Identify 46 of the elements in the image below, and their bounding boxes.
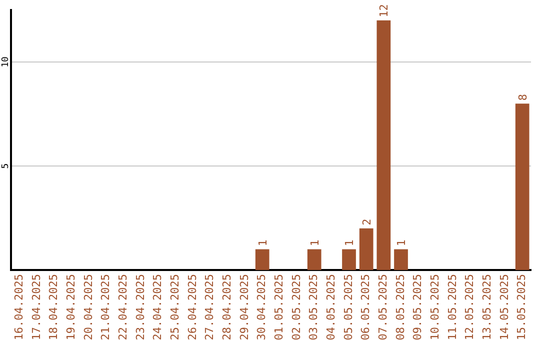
x-tick-label: 13.05.2025 bbox=[480, 274, 494, 340]
x-tick-label: 17.04.2025 bbox=[30, 274, 43, 340]
x-tick-label: 30.04.2025 bbox=[255, 274, 268, 340]
data-label: 1 bbox=[343, 240, 356, 246]
x-tick-label: 05.05.2025 bbox=[342, 274, 355, 340]
data-label: 1 bbox=[256, 240, 270, 246]
bar bbox=[394, 249, 408, 270]
bar bbox=[515, 104, 530, 270]
bar bbox=[376, 20, 391, 270]
x-tick-label: 15.05.2025 bbox=[515, 274, 528, 340]
data-label: 2 bbox=[360, 218, 374, 226]
x-tick-label: 08.05.2025 bbox=[394, 274, 407, 340]
data-label: 8 bbox=[516, 94, 530, 101]
data-label: 1 bbox=[395, 240, 408, 246]
x-tick-label: 22.04.2025 bbox=[116, 274, 130, 340]
x-tick-label: 12.05.2025 bbox=[463, 274, 476, 340]
x-tick-label: 01.05.2025 bbox=[272, 274, 286, 340]
x-tick-label: 26.04.2025 bbox=[186, 274, 199, 340]
y-tick-label: 10 bbox=[1, 56, 11, 68]
x-tick-label: 28.04.2025 bbox=[220, 274, 234, 340]
x-tick-label: 04.05.2025 bbox=[324, 274, 338, 340]
data-label: 1 bbox=[308, 240, 322, 246]
x-tick-label: 21.04.2025 bbox=[99, 274, 112, 340]
x-tick-label: 29.04.2025 bbox=[238, 274, 251, 340]
x-tick-label: 18.04.2025 bbox=[47, 274, 60, 340]
bar bbox=[255, 249, 270, 270]
y-tick-label: 5 bbox=[1, 163, 11, 169]
x-tick-label: 23.04.2025 bbox=[134, 274, 147, 340]
x-tick-label: 07.05.2025 bbox=[376, 274, 390, 340]
data-label: 12 bbox=[378, 4, 391, 18]
x-tick-label: 10.05.2025 bbox=[428, 274, 442, 340]
x-tick-label: 19.04.2025 bbox=[64, 274, 78, 340]
x-tick-label: 20.04.2025 bbox=[82, 274, 95, 340]
bar bbox=[359, 228, 374, 270]
bar bbox=[307, 249, 322, 270]
x-tick-label: 11.05.2025 bbox=[446, 274, 459, 340]
x-tick-label: 24.04.2025 bbox=[151, 274, 164, 340]
x-tick-label: 25.04.2025 bbox=[168, 274, 182, 340]
x-tick-label: 09.05.2025 bbox=[411, 274, 424, 340]
x-tick-label: 27.04.2025 bbox=[203, 274, 216, 340]
bar bbox=[342, 249, 356, 270]
x-tick-label: 16.04.2025 bbox=[12, 274, 26, 340]
x-tick-label: 03.05.2025 bbox=[307, 274, 320, 340]
x-tick-label: 06.05.2025 bbox=[359, 274, 372, 340]
x-tick-label: 14.05.2025 bbox=[498, 274, 511, 340]
x-tick-label: 02.05.2025 bbox=[290, 274, 303, 340]
